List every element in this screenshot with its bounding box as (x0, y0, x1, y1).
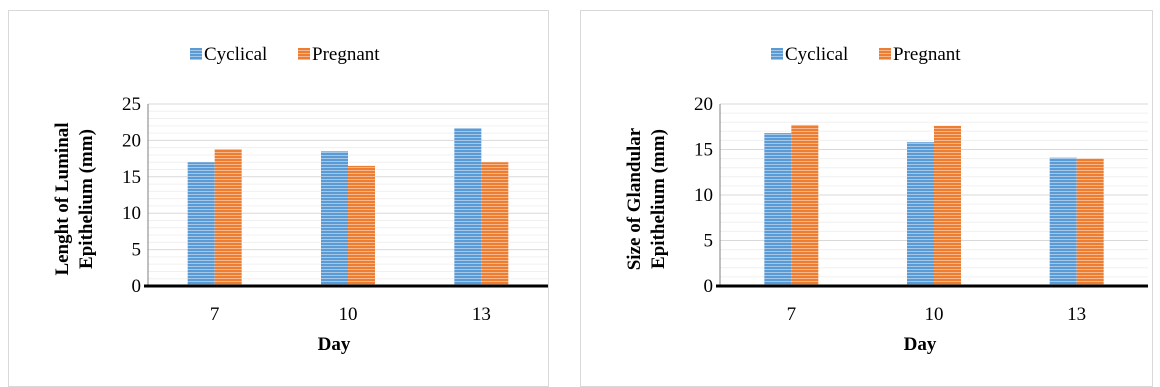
bar-pregnant-day-10 (348, 165, 375, 286)
bar-cyclical-day-13 (1049, 157, 1077, 286)
bar-pregnant-day-13 (1076, 158, 1104, 286)
legend-label-cyclical: Cyclical (785, 44, 848, 65)
x-axis-label: Day (318, 334, 351, 355)
y-tick-label: 20 (694, 94, 713, 115)
legend-label-pregnant: Pregnant (312, 44, 380, 65)
y-axis-label-line: Size of Glandular (624, 127, 645, 270)
y-tick-label: 5 (132, 240, 142, 261)
y-axis-label-line: Epithelium (mm) (648, 129, 669, 269)
x-tick-label: 7 (210, 304, 220, 325)
legend-swatch-cyclical (190, 48, 202, 60)
y-tick-label: 0 (132, 276, 142, 297)
y-tick-label: 10 (122, 203, 141, 224)
bar-pregnant-day-7 (214, 149, 242, 286)
legend-swatch-pregnant (298, 48, 310, 60)
y-tick-label: 25 (122, 94, 141, 115)
bar-pregnant-day-13 (481, 162, 509, 286)
y-axis-label-line: Epithelium (mm) (76, 129, 97, 269)
x-tick-label: 13 (472, 304, 491, 325)
bar-cyclical-day-10 (907, 142, 934, 286)
bar-pregnant-day-7 (791, 124, 819, 287)
legend-label-pregnant: Pregnant (893, 44, 961, 65)
bar-cyclical-day-7 (187, 162, 215, 286)
bar-cyclical-day-7 (764, 133, 792, 286)
y-tick-label: 5 (704, 231, 714, 252)
bar-cyclical-day-10 (321, 151, 348, 286)
legend-swatch-cyclical (771, 48, 783, 60)
x-tick-label: 13 (1067, 304, 1086, 325)
bar-pregnant-day-10 (934, 125, 961, 286)
y-axis-label-line: Lenght of Luminal (52, 122, 73, 275)
legend-label-cyclical: Cyclical (204, 44, 267, 65)
x-tick-label: 10 (925, 304, 944, 325)
y-tick-label: 10 (694, 185, 713, 206)
x-tick-label: 7 (787, 304, 797, 325)
x-axis-label: Day (904, 334, 937, 355)
bar-cyclical-day-13 (454, 128, 482, 286)
y-tick-label: 20 (122, 130, 141, 151)
y-tick-label: 15 (694, 140, 713, 161)
y-tick-label: 15 (122, 167, 141, 188)
y-tick-label: 0 (704, 276, 714, 297)
x-tick-label: 10 (339, 304, 358, 325)
legend-swatch-pregnant (879, 48, 891, 60)
